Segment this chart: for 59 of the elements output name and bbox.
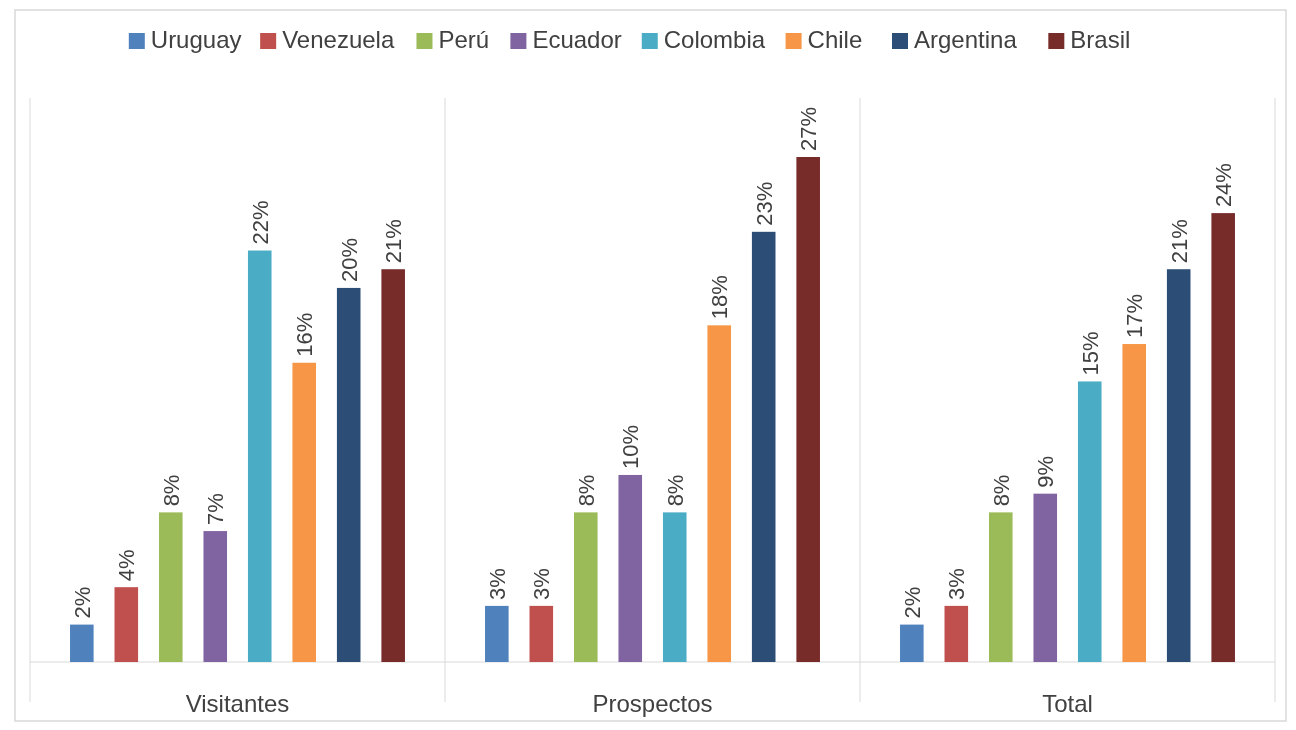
- x-tick-label: Prospectos: [592, 690, 713, 717]
- bar: [114, 587, 139, 662]
- legend-label: Colombia: [663, 26, 766, 53]
- data-label: 16%: [292, 312, 318, 357]
- bar: [1077, 381, 1102, 662]
- bar: [662, 512, 687, 662]
- bar: [751, 231, 776, 662]
- data-label: 9%: [1033, 455, 1059, 488]
- bar: [796, 157, 820, 662]
- data-label: 8%: [988, 474, 1014, 507]
- bar: [618, 474, 643, 662]
- data-label: 20%: [336, 237, 362, 282]
- bar: [1166, 269, 1191, 662]
- bar: [70, 624, 94, 662]
- data-label: 27%: [796, 106, 822, 151]
- bar: [988, 512, 1013, 662]
- data-label: 7%: [203, 493, 229, 526]
- data-label: 23%: [751, 181, 777, 226]
- data-label: 3%: [529, 568, 555, 600]
- data-label: 17%: [1122, 293, 1148, 339]
- data-label: 10%: [618, 424, 644, 469]
- bar: [247, 250, 272, 662]
- bar: [707, 325, 732, 662]
- bar: [1122, 344, 1146, 662]
- bar: [944, 605, 969, 662]
- bar: [381, 269, 405, 662]
- data-label: 24%: [1211, 163, 1237, 208]
- data-label: 21%: [381, 219, 407, 264]
- bar: [1033, 493, 1058, 662]
- data-label: 8%: [158, 474, 184, 507]
- bar: [529, 605, 554, 662]
- bar: [1211, 213, 1235, 662]
- bar: [203, 531, 228, 662]
- data-label: 15%: [1077, 331, 1103, 376]
- data-label: 3%: [944, 568, 970, 600]
- legend-label: Argentina: [914, 26, 1018, 53]
- bar: [485, 605, 509, 662]
- x-tick-label: Total: [1042, 690, 1093, 717]
- data-label: 3%: [484, 568, 510, 600]
- data-label: 22%: [247, 200, 273, 245]
- data-label: 2%: [69, 586, 95, 619]
- legend-label: Chile: [807, 26, 863, 53]
- legend-label: Brasil: [1070, 26, 1131, 53]
- data-label: 18%: [707, 275, 733, 320]
- bar: [292, 362, 317, 662]
- data-label: 21%: [1166, 219, 1192, 264]
- x-tick-label: Visitantes: [185, 690, 290, 717]
- bar: [336, 287, 361, 662]
- data-label: 4%: [114, 549, 140, 582]
- legend-label: Venezuela: [282, 26, 395, 53]
- bar: [900, 624, 924, 662]
- bar: [573, 512, 598, 662]
- data-label: 8%: [573, 474, 599, 507]
- data-label: 8%: [662, 474, 688, 507]
- legend-label: Ecuador: [532, 26, 622, 53]
- data-label: 2%: [899, 586, 925, 619]
- bar: [158, 512, 183, 662]
- legend-label: Perú: [438, 26, 490, 53]
- legend-label: Uruguay: [150, 26, 242, 53]
